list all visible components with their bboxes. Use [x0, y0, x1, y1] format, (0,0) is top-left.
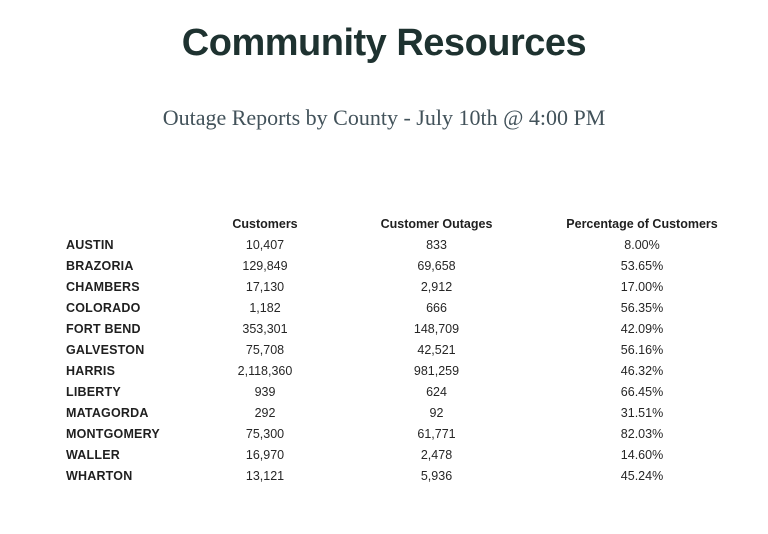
table-header-row: Customers Customer Outages Percentage of…	[66, 214, 760, 235]
column-header-percentage-of-customers: Percentage of Customers	[566, 217, 718, 231]
customers-cell: 17,130	[245, 280, 285, 294]
customers-cell: 10,407	[245, 238, 285, 252]
customer-outages-cell: 624	[426, 385, 447, 399]
county-name-cell: GALVESTON	[66, 343, 145, 357]
outage-report-table: Customers Customer Outages Percentage of…	[66, 214, 760, 487]
county-name-cell: LIBERTY	[66, 385, 121, 399]
table-row: GALVESTON 75,708 42,521 56.16%	[66, 340, 760, 361]
customers-cell: 353,301	[242, 322, 288, 336]
county-name-cell: FORT BEND	[66, 322, 141, 336]
percentage-cell: 42.09%	[620, 322, 664, 336]
page-subtitle: Outage Reports by County - July 10th @ 4…	[162, 105, 606, 130]
page-title: Community Resources	[181, 22, 587, 64]
percentage-cell: 82.03%	[620, 427, 664, 441]
table-row: COLORADO 1,182 666 56.35%	[66, 298, 760, 319]
column-header-customers: Customers	[232, 217, 298, 231]
percentage-cell: 46.32%	[620, 364, 664, 378]
percentage-cell: 56.16%	[620, 343, 664, 357]
table-row: LIBERTY 939 624 66.45%	[66, 382, 760, 403]
percentage-cell: 66.45%	[620, 385, 664, 399]
table-row: MONTGOMERY 75,300 61,771 82.03%	[66, 424, 760, 445]
customer-outages-cell: 42,521	[417, 343, 456, 357]
customer-outages-cell: 5,936	[420, 469, 453, 483]
customers-cell: 75,300	[245, 427, 285, 441]
percentage-cell: 31.51%	[620, 406, 664, 420]
table-row: WHARTON 13,121 5,936 45.24%	[66, 466, 760, 487]
column-header-county	[66, 214, 181, 235]
county-name-cell: WALLER	[66, 448, 120, 462]
customer-outages-cell: 2,912	[420, 280, 453, 294]
customer-outages-cell: 69,658	[417, 259, 456, 273]
percentage-cell: 53.65%	[620, 259, 664, 273]
customers-cell: 292	[254, 406, 276, 420]
county-name-cell: BRAZORIA	[66, 259, 134, 273]
customer-outages-cell: 61,771	[417, 427, 456, 441]
customer-outages-cell: 833	[426, 238, 447, 252]
customer-outages-cell: 981,259	[413, 364, 460, 378]
customers-cell: 75,708	[245, 343, 285, 357]
customer-outages-cell: 2,478	[420, 448, 453, 462]
percentage-cell: 45.24%	[620, 469, 664, 483]
county-name-cell: WHARTON	[66, 469, 133, 483]
table-row: HARRIS 2,118,360 981,259 46.32%	[66, 361, 760, 382]
table-row: WALLER 16,970 2,478 14.60%	[66, 445, 760, 466]
table-row: AUSTIN 10,407 833 8.00%	[66, 235, 760, 256]
percentage-cell: 17.00%	[620, 280, 664, 294]
customers-cell: 1,182	[249, 301, 281, 315]
customer-outages-cell: 148,709	[413, 322, 460, 336]
percentage-cell: 56.35%	[620, 301, 664, 315]
county-name-cell: AUSTIN	[66, 238, 114, 252]
table-row: FORT BEND 353,301 148,709 42.09%	[66, 319, 760, 340]
customers-cell: 939	[254, 385, 276, 399]
percentage-cell: 8.00%	[624, 238, 660, 252]
customers-cell: 13,121	[245, 469, 285, 483]
county-name-cell: COLORADO	[66, 301, 141, 315]
county-name-cell: HARRIS	[66, 364, 116, 378]
table-row: MATAGORDA 292 92 31.51%	[66, 403, 760, 424]
outage-table-body: AUSTIN 10,407 833 8.00% BRAZORIA 129,849…	[66, 235, 760, 487]
column-header-customer-outages: Customer Outages	[380, 217, 493, 231]
county-name-cell: MONTGOMERY	[66, 427, 160, 441]
county-name-cell: MATAGORDA	[66, 406, 149, 420]
outage-report-table-container: Customers Customer Outages Percentage of…	[66, 214, 760, 487]
table-row: BRAZORIA 129,849 69,658 53.65%	[66, 256, 760, 277]
percentage-cell: 14.60%	[620, 448, 664, 462]
customers-cell: 16,970	[245, 448, 285, 462]
county-name-cell: CHAMBERS	[66, 280, 140, 294]
customers-cell: 129,849	[242, 259, 288, 273]
customers-cell: 2,118,360	[237, 364, 293, 378]
customer-outages-cell: 666	[426, 301, 447, 315]
customer-outages-cell: 92	[429, 406, 444, 420]
table-row: CHAMBERS 17,130 2,912 17.00%	[66, 277, 760, 298]
